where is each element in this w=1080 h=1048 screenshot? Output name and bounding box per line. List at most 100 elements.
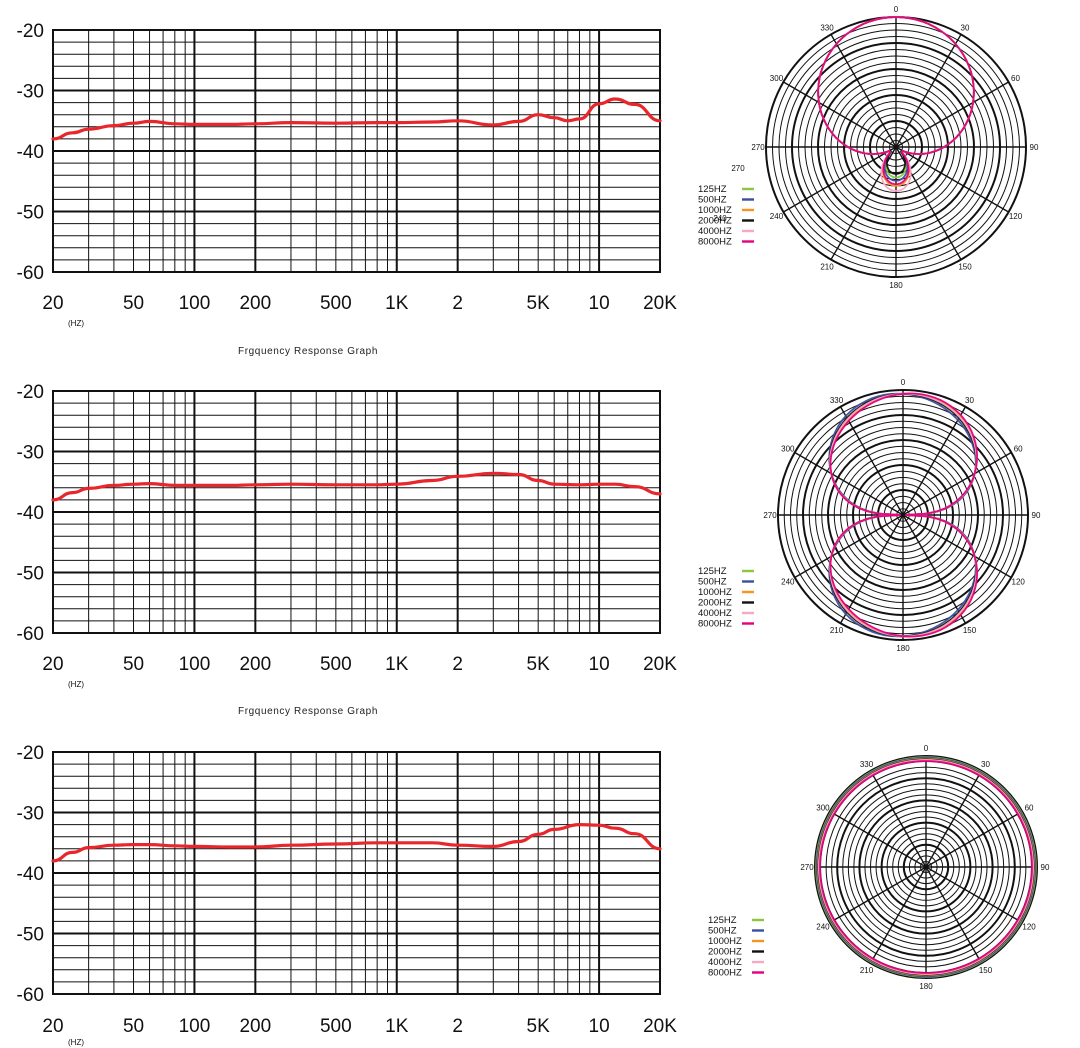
polar-spoke [839,514,904,624]
polar-angle-label: 270 [751,143,765,152]
polar-angle-label: 60 [1014,445,1023,454]
polar-spoke [794,514,904,579]
y-tick-label: -30 [17,804,44,825]
polar-spoke [829,866,927,924]
legend-label: 1000HZ [708,936,742,947]
y-tick-label: -30 [17,82,44,103]
polar-spoke [830,34,897,148]
y-tick-label: -50 [17,203,44,224]
x-tick-label: 2 [452,1016,463,1037]
polar-spoke [925,810,1023,868]
polar-angle-label: 90 [1041,863,1050,872]
polar-pattern-chart-3: 0 30 60 90 120 150 180 210 240 270 300 330 125HZ500H… [708,744,1050,991]
polar-angle-label: 210 [860,966,874,975]
polar-angle-label: 120 [1022,923,1036,932]
polar-curves [817,16,975,192]
polar-spoke [895,146,1009,213]
x-tick-label: 20K [643,654,677,675]
x-tick-label: 100 [179,293,211,314]
response-curve [51,823,662,863]
x-tick-label: 200 [239,1016,271,1037]
horizontal-gridlines [53,751,660,995]
y-tick-label: -60 [17,624,44,645]
x-tick-label: 2 [452,293,463,314]
x-tick-labels: 20 50 100 200 500 1K 2 5K 10 20K [42,654,677,675]
polar-angle-labels: 0 30 60 90 120 150 180 210 240 270 300 330 [800,744,1050,991]
y-tick-labels: -20 -30 -40 -50 -60 [17,21,44,284]
polar-angle-label: 300 [781,445,795,454]
x-unit-label: (HZ) [68,680,84,689]
polar-angle-label: 330 [830,396,844,405]
polar-spoke [895,81,1009,148]
horizontal-gridlines [53,29,660,273]
chart-title: Frgquency Response Graph [238,706,378,717]
x-tick-label: 50 [123,654,144,675]
polar-angle-label: 30 [961,23,970,32]
legend-label: 8000HZ [698,237,732,248]
polar-angle-label: 270 [763,511,777,520]
legend-label: 4000HZ [698,226,732,237]
legend-label: 125HZ [698,566,727,577]
polar-spoke [895,34,962,148]
x-tick-label: 1K [385,1016,409,1037]
y-tick-labels: -20 -30 -40 -50 -60 [17,743,44,1006]
polar-spokes [815,756,1037,978]
legend-label: 2000HZ [698,598,732,609]
polar-angle-label: 150 [963,626,977,635]
y-tick-label: -50 [17,925,44,946]
x-tick-label: 5K [527,654,551,675]
polar-spoke [783,146,897,213]
polar-spoke [925,866,983,964]
response-curve [51,471,662,502]
polar-angle-label: 150 [958,263,972,272]
legend-label: 125HZ [708,915,737,926]
polar-spoke [902,514,967,624]
x-tick-label: 20 [42,1016,63,1037]
legend-label: 4000HZ [708,957,742,968]
polar-spoke [869,770,927,868]
polar-angle-label: 210 [820,263,834,272]
x-tick-label: 10 [589,1016,610,1037]
legend-label: 125HZ [698,184,727,195]
polar-angle-label: 0 [894,5,899,14]
x-tick-label: 10 [589,654,610,675]
x-tick-label: 200 [239,654,271,675]
frequency-response-chart-3: -20 -30 -40 -50 -60 20 50 100 200 500 1K 2 5K 10 20K (H… [17,743,678,1047]
polar-spoke [829,810,927,868]
polar-angle-label: 210 [830,626,844,635]
y-tick-label: -40 [17,503,44,524]
y-tick-label: -40 [17,864,44,885]
polar-angle-label: 30 [981,760,990,769]
polar-spoke [925,866,1023,924]
y-tick-label: -20 [17,21,44,42]
vertical-gridlines [52,752,661,994]
polar-angle-label: 180 [919,982,933,991]
polar-angle-labels: 0 30 60 90 120 150 180 210 240 270 300 330 [763,378,1041,653]
polar-spoke [925,770,983,868]
plot-frame [52,390,661,634]
polar-pattern-chart-1: 0306090120150180210240270300330270240125… [698,5,1039,290]
legend-label: 2000HZ [708,947,742,958]
polar-angle-label: 120 [1012,578,1026,587]
y-tick-label: -40 [17,142,44,163]
x-tick-label: 50 [123,1016,144,1037]
polar-angle-labels: 0 30 60 90 120 150 180 210 240 270 300 330 270 240 [713,5,1039,290]
horizontal-gridlines [53,390,660,634]
x-tick-label: 500 [320,1016,352,1037]
x-unit-label: (HZ) [68,1038,84,1047]
polar-angle-label: 180 [896,644,910,653]
y-tick-label: -20 [17,382,44,403]
y-tick-label: -60 [17,985,44,1006]
legend-label: 4000HZ [698,608,732,619]
polar-curve-500hz [815,756,1037,978]
x-tick-label: 20 [42,293,63,314]
polar-curve-8000hz [819,760,1033,974]
polar-angle-label: 240 [781,578,795,587]
polar-spokes [766,17,1026,277]
polar-angle-label: 240 [770,212,784,221]
polar-angle-label: 300 [770,74,784,83]
polar-curves [828,392,979,638]
polar-angle-label: 30 [965,396,974,405]
